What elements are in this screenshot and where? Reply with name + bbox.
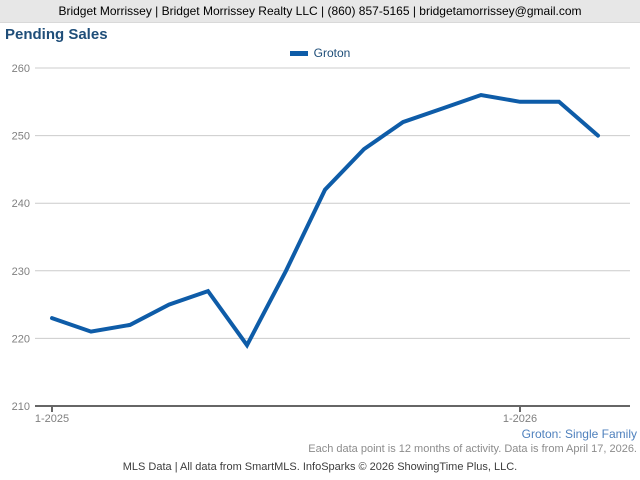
footer-data-note: Each data point is 12 months of activity… bbox=[308, 443, 637, 455]
y-tick-label: 250 bbox=[12, 131, 30, 143]
footer-series-note: Groton: Single Family bbox=[521, 427, 637, 441]
legend-label: Groton bbox=[313, 46, 351, 60]
series-line-groton bbox=[50, 92, 600, 349]
y-tick-label: 220 bbox=[12, 333, 30, 345]
footer-attribution: MLS Data | All data from SmartMLS. InfoS… bbox=[122, 461, 518, 473]
page-title: Pending Sales bbox=[5, 26, 108, 43]
y-tick-label: 240 bbox=[12, 198, 30, 210]
header-contact-text: Bridget Morrissey | Bridget Morrissey Re… bbox=[58, 4, 582, 18]
legend-swatch bbox=[289, 50, 308, 56]
legend: Groton bbox=[0, 46, 640, 60]
y-tick-label: 230 bbox=[12, 266, 30, 278]
header-bar: Bridget Morrissey | Bridget Morrissey Re… bbox=[0, 0, 640, 23]
x-tick-label: 1-2026 bbox=[503, 413, 537, 425]
y-tick-label: 260 bbox=[12, 63, 30, 75]
y-tick-label: 210 bbox=[12, 401, 30, 413]
x-tick-label: 1-2025 bbox=[35, 413, 69, 425]
